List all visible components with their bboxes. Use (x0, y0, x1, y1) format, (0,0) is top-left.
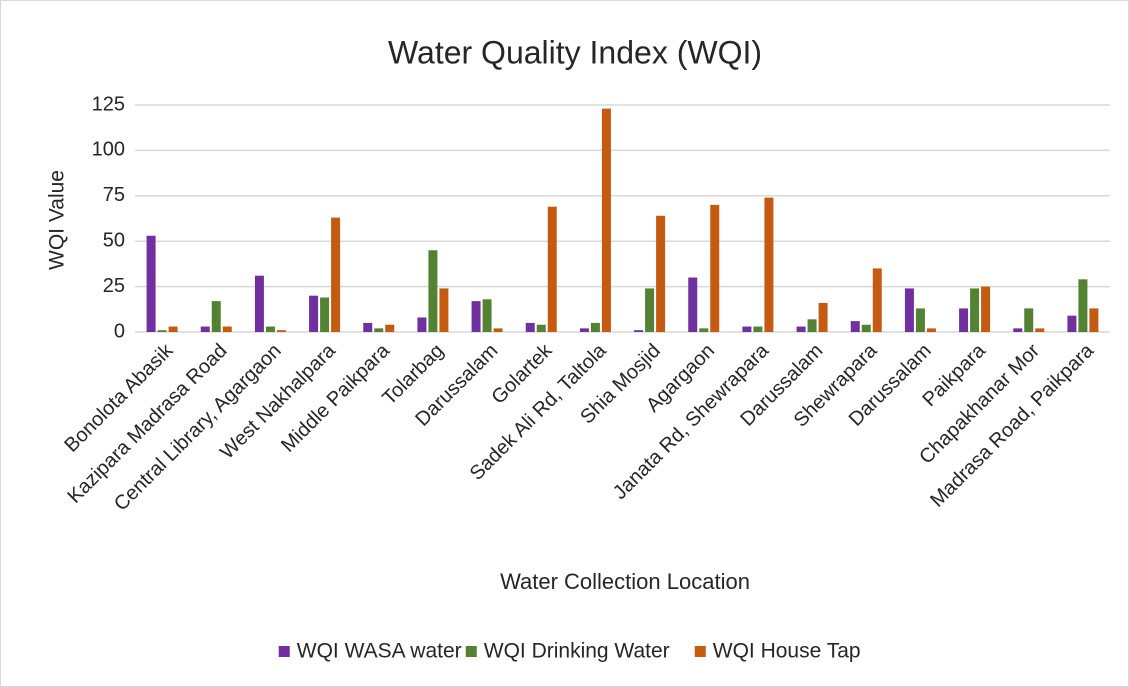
bar (482, 299, 492, 332)
bar (276, 330, 286, 332)
bar (320, 297, 330, 332)
bar (374, 328, 384, 332)
bar (645, 288, 655, 332)
y-tick-label: 50 (103, 229, 125, 251)
legend-swatch (465, 646, 477, 657)
bar (753, 326, 763, 332)
bar (915, 308, 925, 332)
bar (363, 322, 373, 332)
bar (1024, 308, 1034, 332)
bar (926, 328, 936, 332)
bar (536, 324, 546, 332)
bar (959, 308, 969, 332)
bar (742, 326, 752, 332)
y-tick-label: 25 (103, 275, 125, 297)
legend-label: WQI House Tap (713, 640, 861, 663)
bar (590, 322, 600, 332)
bar (200, 326, 210, 332)
bar (471, 301, 481, 332)
x-axis-title: Water Collection Location (500, 569, 750, 594)
y-tick-label: 125 (92, 93, 125, 115)
bar (157, 330, 167, 332)
bar (1067, 315, 1077, 332)
y-tick-label: 75 (103, 184, 125, 206)
y-axis-title: WQI Value (46, 170, 69, 270)
bar (818, 302, 828, 332)
bar (861, 324, 871, 332)
bar (211, 301, 221, 332)
bar (970, 288, 980, 332)
bar (385, 324, 395, 332)
legend-label: WQI WASA water (297, 640, 462, 663)
bar (428, 250, 438, 332)
bar (579, 328, 589, 332)
legend-swatch (694, 646, 706, 657)
bar (1035, 328, 1045, 332)
legend-swatch (278, 646, 290, 657)
bar (254, 275, 264, 332)
bar (265, 326, 275, 332)
bar (850, 321, 860, 332)
chart-title: Water Quality Index (WQI) (388, 34, 762, 70)
bar (807, 319, 817, 332)
bar (146, 235, 156, 332)
legend-label: WQI Drinking Water (484, 640, 670, 663)
bar (634, 330, 644, 332)
bar (547, 206, 557, 332)
bar (331, 217, 341, 332)
bar (710, 204, 720, 332)
bar (222, 326, 232, 332)
bar (439, 288, 449, 332)
y-tick-label: 100 (92, 139, 125, 161)
bar (1089, 308, 1099, 332)
bar (981, 286, 991, 332)
bar (309, 295, 319, 332)
bar (417, 317, 427, 332)
bar (493, 328, 503, 332)
bar (525, 322, 535, 332)
bar (1078, 279, 1088, 332)
bar (168, 326, 178, 332)
bar (872, 268, 882, 332)
bar (688, 277, 698, 332)
y-tick-label: 0 (114, 320, 125, 342)
bar (764, 197, 774, 332)
bar (699, 328, 709, 332)
bar (601, 108, 611, 332)
bar (656, 215, 666, 332)
bar (796, 326, 806, 332)
bar (904, 288, 914, 332)
bar (1013, 328, 1023, 332)
